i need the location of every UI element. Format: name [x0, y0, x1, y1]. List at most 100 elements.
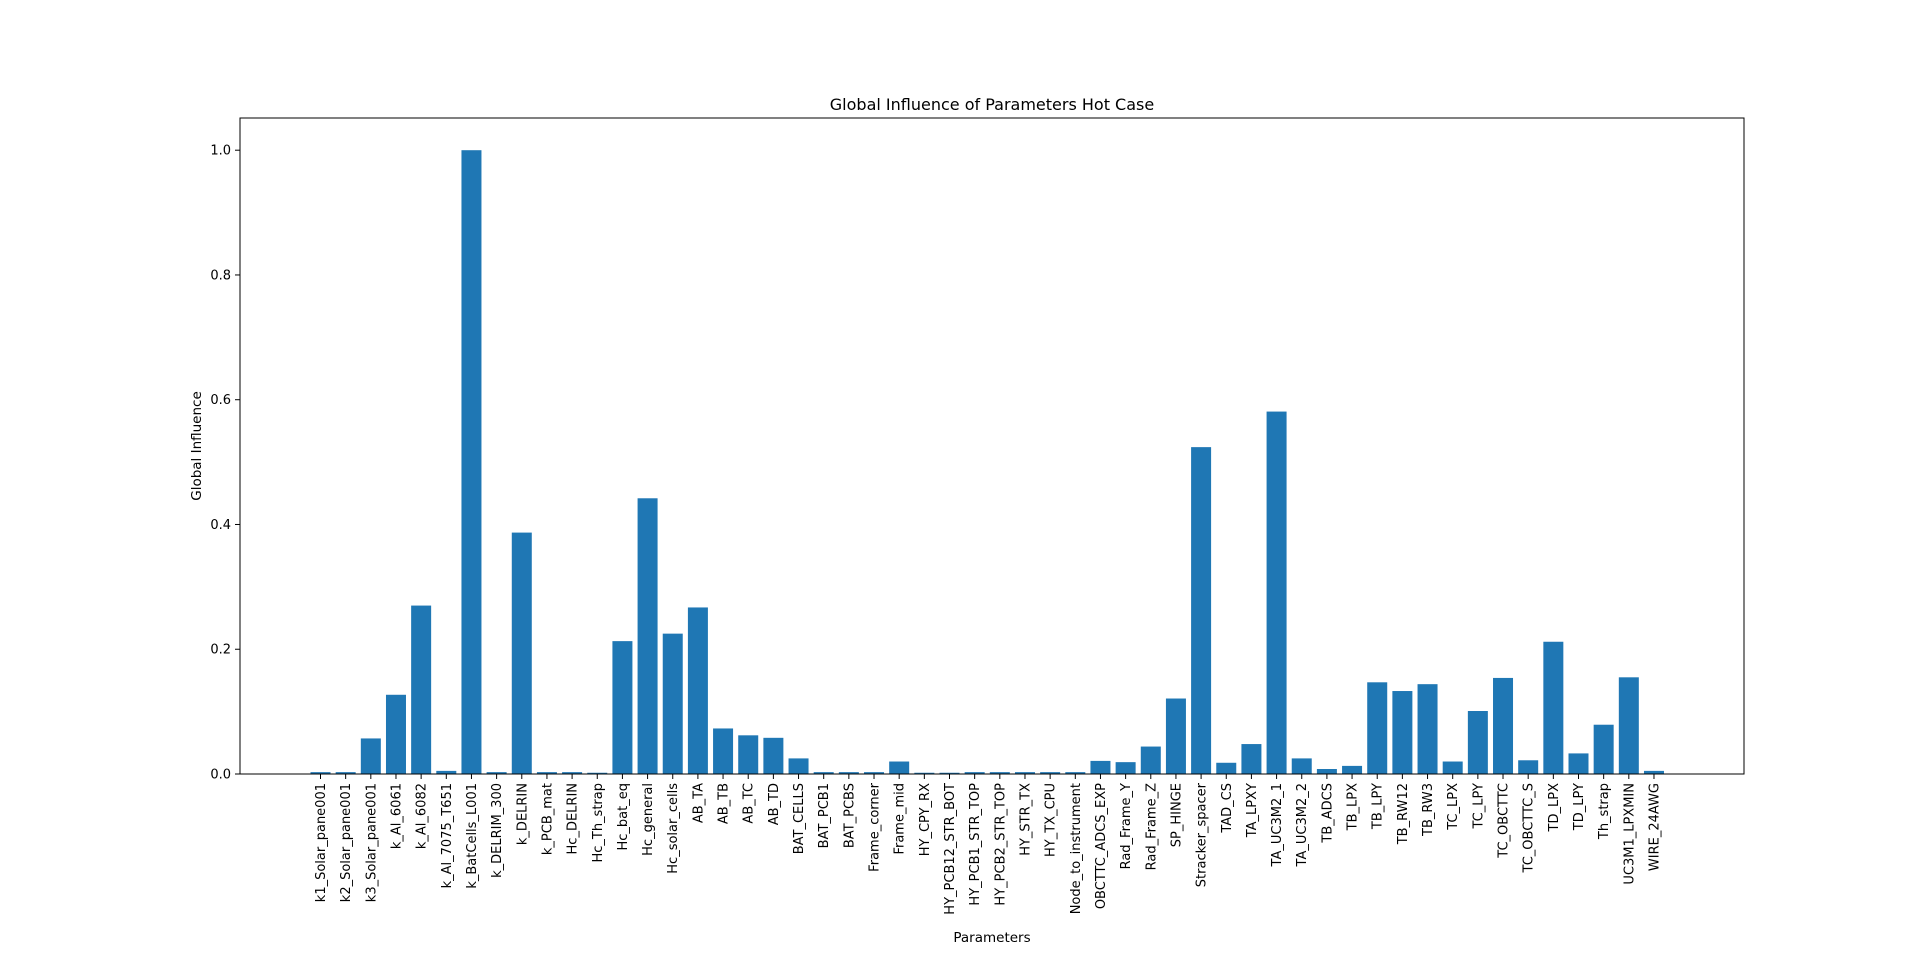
y-axis-ticks: 0.0 0.2 0.4 0.6 0.8 1.0	[210, 144, 240, 783]
bar-k_PCB_mat	[536, 772, 557, 774]
bar-Hc_Th_strap	[587, 772, 608, 774]
x-tick-label: UC3M1_LPXMIN	[1622, 783, 1637, 885]
bar-UC3M1_LPXMIN	[1618, 677, 1639, 774]
x-tick-label: k2_Solar_pane001	[339, 783, 354, 902]
x-tick-label: AB_TD	[767, 783, 782, 825]
x-tick-label: k1_Solar_pane001	[314, 783, 329, 902]
y-tick-label: 0.6	[210, 393, 231, 408]
x-tick-label: k_Al_7075_T651	[440, 783, 455, 888]
x-tick-label: TD_LPY	[1572, 783, 1587, 831]
x-tick-label: HY_STR_TX	[1018, 783, 1033, 856]
x-tick-label: AB_TA	[691, 783, 706, 823]
x-tick-label: TC_LPY	[1471, 783, 1486, 830]
bar-k2_Solar_pane001	[335, 772, 356, 774]
bar-HY_TX_CPU	[1040, 772, 1061, 774]
bar-Frame_mid	[889, 761, 910, 774]
x-tick-label: Node_to_instrument	[1069, 783, 1084, 914]
bar-k_DELRIM_300	[486, 772, 507, 774]
x-tick-label: TB_ADCS	[1320, 783, 1335, 844]
bar-TAD_CS	[1216, 762, 1237, 774]
bar-TB_RW3	[1417, 684, 1438, 774]
bar-Hc_solar_cells	[662, 633, 683, 774]
bar-TD_LPX	[1543, 641, 1564, 774]
x-tick-label: Hc_solar_cells	[666, 783, 681, 874]
y-tick-label: 1.0	[210, 144, 231, 159]
x-tick-label: k_Al_6061	[389, 783, 404, 849]
x-tick-label: TB_LPX	[1346, 783, 1361, 831]
x-axis-ticks: k1_Solar_pane001 k2_Solar_pane001 k3_Solar…	[314, 774, 1662, 915]
bar-k_Al_6061	[385, 694, 406, 774]
bar-AB_TA	[687, 607, 708, 774]
x-tick-label: k_BatCells_L001	[465, 783, 480, 889]
bar-TA_UC3M2_1	[1266, 411, 1287, 774]
x-tick-label: TB_LPY	[1371, 783, 1386, 830]
bar-AB_TB	[713, 728, 734, 774]
x-tick-label: TC_OBCTTC	[1497, 783, 1512, 859]
bar-HY_PCB2_STR_TOP	[989, 772, 1010, 774]
x-tick-label: Rad_Frame_Z	[1144, 783, 1159, 870]
x-tick-label: Th_strap	[1597, 783, 1612, 840]
bar-BAT_PCB1	[813, 772, 834, 774]
x-tick-label: TB_RW12	[1396, 783, 1411, 845]
x-tick-label: BAT_CELLS	[792, 783, 807, 854]
bar-Rad_Frame_Z	[1140, 746, 1161, 774]
x-tick-label: HY_PCB2_STR_TOP	[993, 783, 1008, 906]
x-tick-label: k_PCB_mat	[540, 783, 555, 855]
bar-OBCTTC_ADCS_EXP	[1090, 760, 1111, 774]
bar-TB_RW12	[1392, 691, 1413, 774]
x-tick-label: HY_TX_CPU	[1044, 783, 1059, 857]
bar-Node_to_instrument	[1065, 772, 1086, 774]
x-tick-label: HY_CPY_RX	[918, 783, 933, 856]
bar-Frame_corner	[864, 772, 885, 774]
bar-HY_PCB1_STR_TOP	[964, 772, 985, 774]
bar-TC_LPX	[1442, 761, 1463, 774]
x-tick-label: AB_TB	[717, 783, 732, 824]
x-tick-label: AB_TC	[742, 783, 757, 824]
bar-BAT_PCBS	[838, 772, 859, 774]
bar-Hc_DELRIN	[562, 772, 583, 774]
y-tick-label: 0.0	[210, 768, 231, 783]
bar-TB_LPY	[1367, 682, 1388, 774]
bar-HY_CPY_RX	[914, 772, 935, 774]
x-tick-label: k_DELRIM_300	[490, 783, 505, 878]
y-tick-label: 0.4	[210, 518, 231, 533]
x-tick-label: HY_PCB12_STR_BOT	[943, 783, 958, 915]
x-tick-label: WIRE_24AWG	[1647, 783, 1662, 871]
plot-frame	[239, 117, 1745, 775]
x-tick-label: SP_HINGE	[1169, 783, 1184, 847]
bar-Stracker_spacer	[1191, 447, 1212, 774]
bar-TB_LPX	[1342, 765, 1363, 774]
x-tick-label: BAT_PCBS	[842, 783, 857, 848]
bar-BAT_CELLS	[788, 758, 809, 774]
x-tick-label: Frame_corner	[868, 782, 883, 871]
x-tick-label: Rad_Frame_Y	[1119, 783, 1134, 869]
x-tick-label: TA_LPXY	[1245, 783, 1260, 838]
bar-SP_HINGE	[1165, 698, 1186, 774]
x-tick-label: TA_UC3M2_1	[1270, 783, 1285, 867]
x-tick-label: Hc_DELRIN	[566, 783, 581, 854]
x-tick-label: Frame_mid	[893, 783, 908, 855]
bar-k1_Solar_pane001	[310, 772, 331, 774]
bar-k_Al_7075_T651	[436, 770, 457, 774]
bar-AB_TC	[738, 735, 759, 774]
bar-Hc_bat_eq	[612, 641, 633, 774]
chart-title: Global Influence of Parameters Hot Case	[830, 95, 1154, 114]
x-tick-label: TA_UC3M2_2	[1295, 783, 1310, 867]
bar-TC_LPY	[1467, 711, 1488, 774]
bar-Hc_general	[637, 498, 658, 774]
x-tick-label: k_DELRIN	[515, 783, 530, 845]
bars-group	[310, 150, 1664, 774]
y-tick-label: 0.2	[210, 643, 231, 658]
bar-TA_UC3M2_2	[1291, 758, 1312, 774]
x-tick-label: TAD_CS	[1220, 783, 1235, 834]
bar-Rad_Frame_Y	[1115, 762, 1136, 774]
y-tick-label: 0.8	[210, 268, 231, 283]
bar-TC_OBCTTC_S	[1518, 760, 1539, 774]
bar-AB_TD	[763, 737, 784, 774]
x-tick-label: BAT_PCB1	[817, 783, 832, 848]
x-tick-label: Hc_bat_eq	[616, 783, 631, 851]
bar-TD_LPY	[1568, 753, 1589, 774]
x-tick-label: HY_PCB1_STR_TOP	[968, 783, 983, 906]
